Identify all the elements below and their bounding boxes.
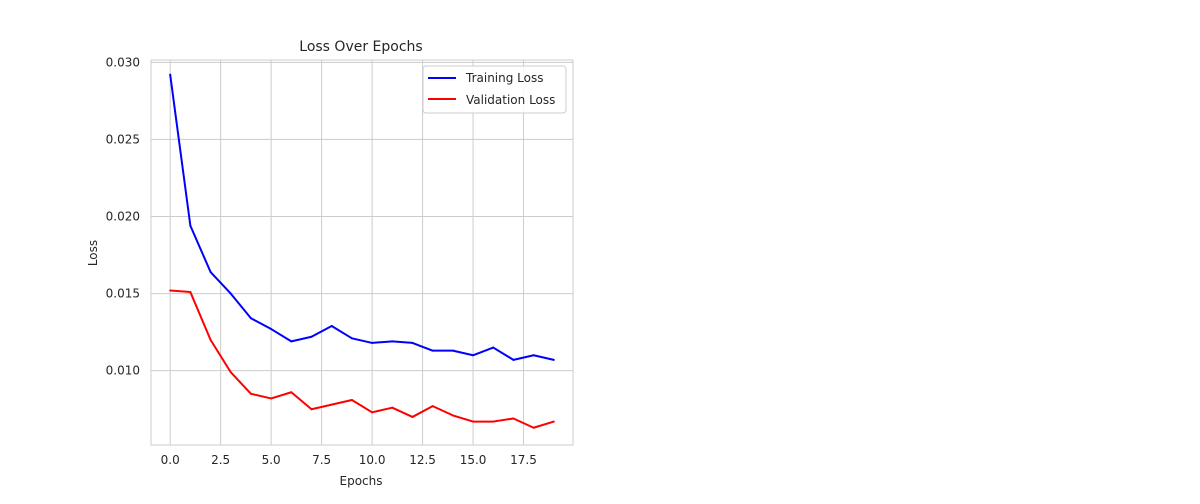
validation-loss-point — [391, 406, 394, 409]
y-tick-label: 0.020 — [106, 209, 140, 223]
validation-loss-point — [512, 417, 515, 420]
x-tick-label: 15.0 — [460, 453, 487, 467]
training-loss-point — [552, 358, 555, 361]
y-tick-label: 0.030 — [106, 55, 140, 69]
x-tick-label: 10.0 — [359, 453, 386, 467]
y-axis-label: Loss — [86, 240, 100, 266]
validation-loss-point — [431, 405, 434, 408]
validation-loss-point — [552, 420, 555, 423]
legend-box — [422, 65, 567, 114]
training-loss-point — [229, 292, 232, 295]
training-loss-point — [169, 73, 172, 76]
training-loss-line — [169, 74, 555, 361]
validation-loss-point — [492, 420, 495, 423]
legend: Training Loss Validation Loss — [422, 65, 567, 114]
series-layer — [169, 73, 555, 429]
validation-loss-point — [451, 414, 454, 417]
legend-label-validation: Validation Loss — [466, 93, 555, 107]
y-tick-labels: 0.010 0.015 0.020 0.025 0.030 — [106, 55, 140, 377]
validation-loss-point — [310, 408, 313, 411]
x-tick-label: 12.5 — [409, 453, 436, 467]
x-tick-label: 2.5 — [211, 453, 230, 467]
chart-title: Loss Over Epochs — [299, 39, 422, 55]
training-loss-point — [431, 349, 434, 352]
validation-loss-point — [350, 398, 353, 401]
training-loss-point — [249, 317, 252, 320]
validation-loss-point — [189, 291, 192, 294]
validation-loss-point — [270, 397, 273, 400]
training-loss-point — [492, 346, 495, 349]
x-tick-label: 7.5 — [312, 453, 331, 467]
validation-loss-point — [330, 403, 333, 406]
validation-loss-point — [371, 411, 374, 414]
training-loss-point — [310, 335, 313, 338]
training-loss-point — [451, 349, 454, 352]
x-axis-label: Epochs — [340, 474, 383, 488]
validation-loss-point — [249, 392, 252, 395]
x-tick-labels: 0.0 2.5 5.0 7.5 10.0 12.5 15.0 17.5 — [161, 453, 537, 467]
plot-area — [150, 59, 574, 446]
validation-loss-line — [170, 289, 555, 429]
legend-label-training: Training Loss — [465, 71, 543, 85]
training-loss-point — [391, 340, 394, 343]
x-tick-label: 5.0 — [262, 453, 281, 467]
validation-loss-point — [229, 371, 232, 374]
training-loss-point — [270, 328, 273, 331]
training-loss-point — [330, 324, 333, 327]
training-loss-point — [209, 271, 212, 274]
training-loss-point — [189, 224, 192, 227]
training-loss-point — [532, 354, 535, 357]
x-tick-label: 17.5 — [510, 453, 537, 467]
validation-loss-point — [209, 338, 212, 341]
training-loss-point — [411, 341, 414, 344]
training-loss-point — [350, 337, 353, 340]
training-loss-point — [290, 340, 293, 343]
validation-loss-point — [290, 391, 293, 394]
y-tick-label: 0.025 — [106, 132, 140, 146]
y-tick-label: 0.010 — [106, 364, 140, 378]
grid-lines — [151, 60, 573, 445]
training-loss-point — [472, 354, 475, 357]
x-tick-label: 0.0 — [161, 453, 180, 467]
validation-loss-point — [472, 420, 475, 423]
training-loss-point — [371, 341, 374, 344]
validation-loss-point — [411, 415, 414, 418]
y-tick-label: 0.015 — [106, 287, 140, 301]
validation-loss-point — [532, 426, 535, 429]
training-loss-point — [512, 358, 515, 361]
validation-loss-point — [169, 289, 172, 292]
